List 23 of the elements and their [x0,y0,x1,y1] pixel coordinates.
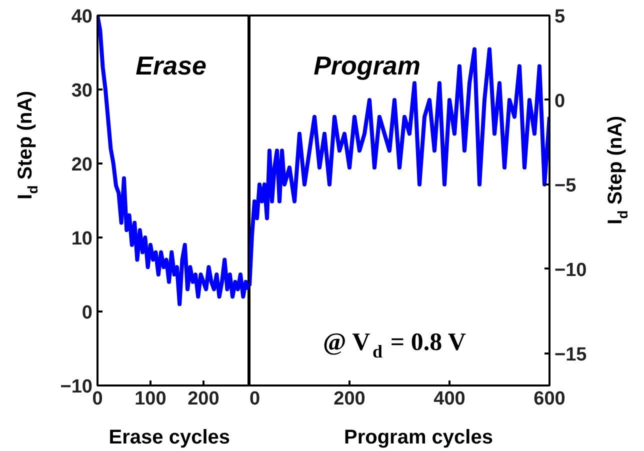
y-tick-label: 20 [71,154,93,176]
y-tick-label: 10 [71,228,93,250]
y2-tick-label: 0 [554,90,566,112]
y2-tick-label: −15 [554,344,588,366]
y2-tick-label: −10 [554,260,587,281]
y-tick-label: 40 [71,6,93,28]
y2-tick-label: −5 [554,175,577,196]
annotation: Erase [136,50,207,80]
x-tick-label: 600 [534,388,566,410]
x-tick-label: 400 [434,388,466,410]
y2-axis-title: Id Step (nA) [604,116,630,225]
x-tick-label: 0 [250,388,260,410]
annotation: Program [314,50,421,80]
x-axis-title: Erase cycles [108,426,230,448]
x-axis-title: Program cycles [344,426,493,448]
x-tick-label: 200 [334,388,366,410]
y-axis-title: Id Step (nA) [14,90,40,200]
y-tick-label: 30 [71,80,93,102]
y-tick-label: −10 [60,376,93,398]
y2-tick-label: 5 [554,6,566,28]
x-tick-label: 200 [188,388,220,410]
x-tick-label: 100 [134,388,166,410]
y-tick-label: 0 [82,302,93,324]
